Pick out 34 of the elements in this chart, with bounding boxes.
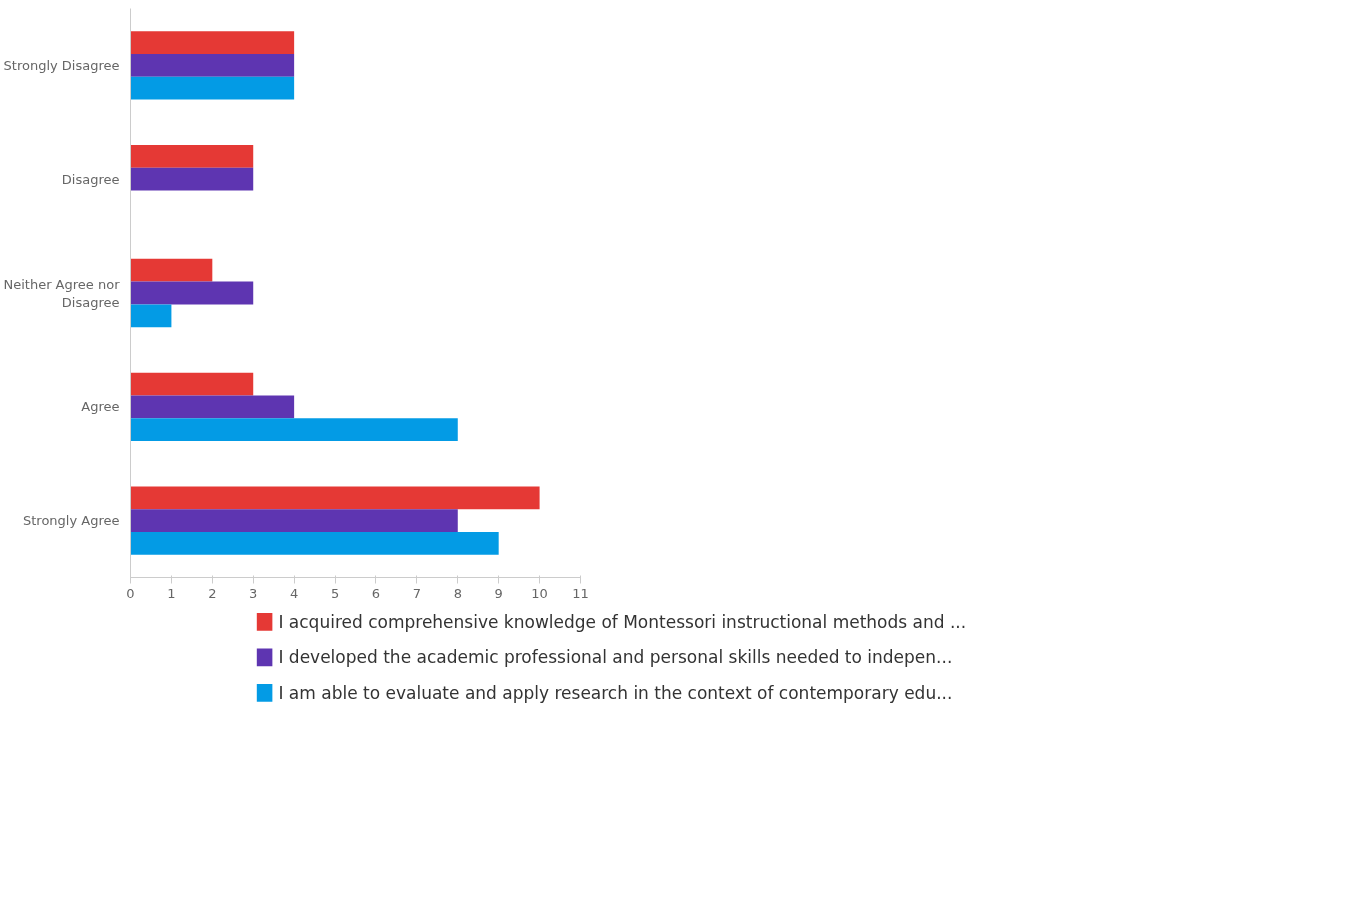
bar	[130, 145, 254, 168]
x-tick-label: 5	[330, 585, 340, 601]
bar	[130, 395, 295, 419]
bar	[130, 54, 295, 77]
x-tick-label: 10	[531, 585, 548, 601]
bar	[130, 31, 295, 55]
bar	[130, 372, 254, 396]
y-tick-label: Strongly Disagree	[3, 57, 120, 73]
bar	[130, 509, 458, 532]
y-tick-label: Neither Agree nor Disagree	[3, 276, 121, 310]
bar	[130, 167, 254, 191]
x-tick-label: 3	[249, 585, 258, 601]
x-tick-label: 1	[167, 585, 176, 601]
x-tick-label: 9	[494, 585, 503, 601]
x-tick-label: 11	[572, 585, 589, 601]
bar	[130, 418, 458, 441]
y-tick-label: Agree	[81, 399, 120, 415]
x-tick-label: 7	[412, 585, 422, 601]
x-tick-label: 2	[208, 585, 217, 601]
legend-label: I developed the academic professional and personal skills needed to indepen...	[278, 647, 953, 668]
bar	[130, 304, 172, 328]
bar	[130, 531, 499, 555]
y-tick-label: Strongly Agree	[23, 513, 120, 529]
legend-label: I am able to evaluate and apply research in the context of contemporary edu...	[278, 682, 953, 703]
bar	[130, 76, 295, 100]
bar	[130, 258, 213, 282]
x-tick-label: 6	[371, 585, 381, 601]
x-tick-label: 0	[126, 585, 135, 601]
x-tick-label: 8	[453, 585, 462, 601]
bar	[130, 281, 254, 305]
x-tick-label: 4	[290, 585, 299, 601]
y-tick-label: Disagree	[61, 171, 120, 187]
bar	[130, 486, 540, 510]
legend-label: I acquired comprehensive knowledge of Montessori instructional methods and ...	[278, 611, 967, 632]
